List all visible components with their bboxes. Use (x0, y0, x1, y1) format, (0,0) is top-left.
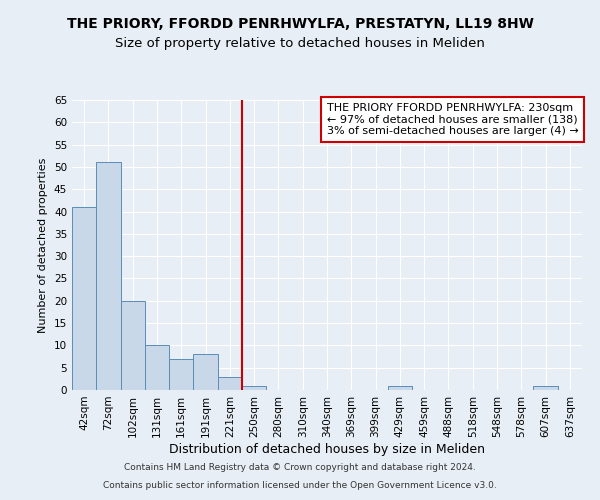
Bar (96, 162, 121, 390)
Bar (193, 354, 218, 390)
Text: Contains public sector information licensed under the Open Government Licence v3: Contains public sector information licen… (103, 481, 497, 490)
Bar (145, 346, 169, 390)
Y-axis label: Number of detached properties: Number of detached properties (38, 158, 49, 332)
Bar (121, 301, 145, 390)
Text: THE PRIORY FFORDD PENRHWYLFA: 230sqm
← 97% of detached houses are smaller (138)
: THE PRIORY FFORDD PENRHWYLFA: 230sqm ← 9… (327, 103, 579, 136)
Text: Size of property relative to detached houses in Meliden: Size of property relative to detached ho… (115, 38, 485, 51)
Text: THE PRIORY, FFORDD PENRHWYLFA, PRESTATYN, LL19 8HW: THE PRIORY, FFORDD PENRHWYLFA, PRESTATYN… (67, 18, 533, 32)
Bar (169, 359, 193, 390)
X-axis label: Distribution of detached houses by size in Meliden: Distribution of detached houses by size … (169, 442, 485, 456)
Bar (388, 386, 412, 390)
Text: Contains HM Land Registry data © Crown copyright and database right 2024.: Contains HM Land Registry data © Crown c… (124, 464, 476, 472)
Bar (72, 207, 96, 390)
Bar (533, 386, 558, 390)
Bar (242, 386, 266, 390)
Bar (218, 376, 242, 390)
